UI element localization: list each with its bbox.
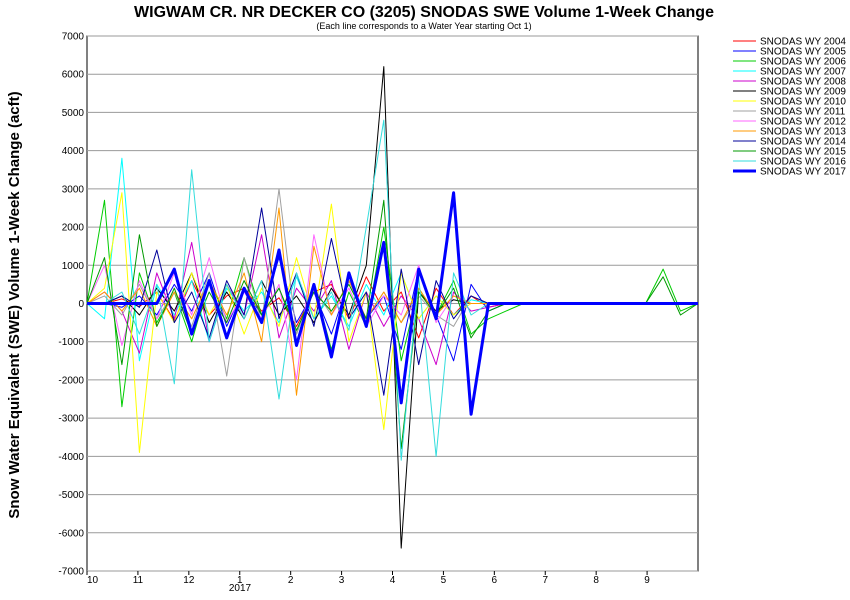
grid-lines xyxy=(87,35,698,572)
x-tick-label: 8 xyxy=(593,575,599,586)
y-tick-label: 3000 xyxy=(62,184,85,195)
y-tick-label: -3000 xyxy=(58,414,84,425)
legend-label: SNODAS WY 2004 xyxy=(760,37,846,48)
x-tick-label: 1 xyxy=(237,575,243,586)
x-tick-label: 11 xyxy=(133,575,144,586)
y-tick-label: -5000 xyxy=(58,490,84,501)
legend-label: SNODAS WY 2012 xyxy=(760,117,846,128)
x-tick-label: 5 xyxy=(441,575,447,586)
x-tick-label: 10 xyxy=(87,575,99,586)
y-tick-label: 7000 xyxy=(62,32,85,43)
y-tick-label: -1000 xyxy=(58,337,84,348)
y-tick-label: 0 xyxy=(78,299,84,310)
legend-label: SNODAS WY 2016 xyxy=(760,157,846,168)
legend-label: SNODAS WY 2014 xyxy=(760,137,846,148)
x-tick-label: 9 xyxy=(644,575,650,586)
legend-label: SNODAS WY 2009 xyxy=(760,87,846,98)
x-tick-label: 3 xyxy=(339,575,345,586)
y-axis-label: Snow Water Equivalent (SWE) Volume 1-Wee… xyxy=(6,91,23,518)
x-year-label: 2017 xyxy=(229,583,252,594)
y-tick-label: 5000 xyxy=(62,108,85,119)
series-lines xyxy=(86,66,699,549)
y-tick-label: 4000 xyxy=(62,146,85,157)
x-tick-label: 12 xyxy=(183,575,195,586)
legend-label: SNODAS WY 2011 xyxy=(760,107,846,118)
y-tick-label: 2000 xyxy=(62,223,85,234)
y-tick-label: -6000 xyxy=(58,528,84,539)
y-tick-labels: 7000 6000 5000 4000 3000 2000 1000 0 -1000 -2000 -… xyxy=(58,32,84,578)
legend-label: SNODAS WY 2008 xyxy=(760,77,846,88)
legend-label: SNODAS WY 2010 xyxy=(760,97,846,108)
y-tick-label: -4000 xyxy=(58,452,84,463)
x-tick-label: 6 xyxy=(492,575,498,586)
y-tick-label: 1000 xyxy=(62,261,85,272)
y-tick-label: -7000 xyxy=(58,567,84,578)
legend-label: SNODAS WY 2005 xyxy=(760,47,846,58)
chart-title: WIGWAM CR. NR DECKER CO (3205) SNODAS SW… xyxy=(134,4,714,21)
chart-subtitle: (Each line corresponds to a Water Year s… xyxy=(316,21,531,31)
x-tick-label: 7 xyxy=(542,575,548,586)
legend-label: SNODAS WY 2006 xyxy=(760,57,846,68)
x-tick-labels: 10 11 12 1 2 3 4 5 6 7 8 9 xyxy=(86,571,650,586)
x-tick-label: 4 xyxy=(390,575,396,586)
legend-label: SNODAS WY 2017 xyxy=(760,167,846,178)
y-tick-label: -2000 xyxy=(58,375,84,386)
legend-label: SNODAS WY 2013 xyxy=(760,127,846,138)
x-tick-label: 2 xyxy=(288,575,294,586)
legend-label: SNODAS WY 2015 xyxy=(760,147,846,158)
series-line-13 xyxy=(87,191,698,416)
legend-label: SNODAS WY 2007 xyxy=(760,67,846,78)
y-tick-label: 6000 xyxy=(62,70,85,81)
